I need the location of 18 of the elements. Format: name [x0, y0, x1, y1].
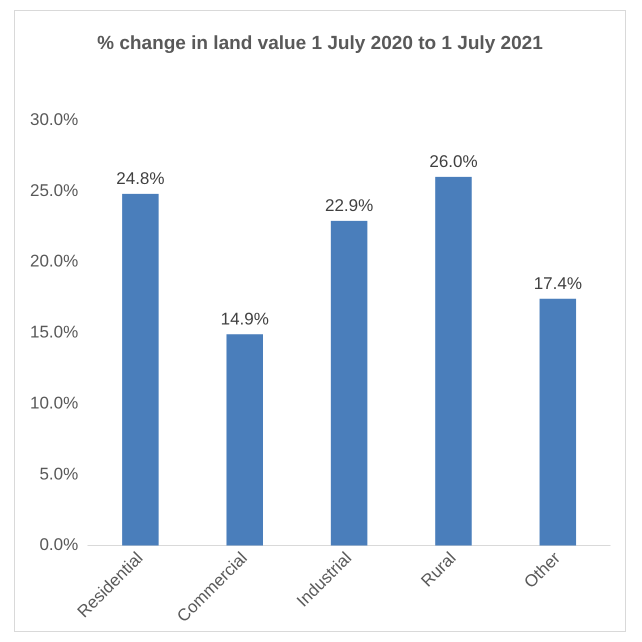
- y-tick-label: 0.0%: [39, 535, 78, 554]
- y-tick-label: 20.0%: [30, 252, 78, 271]
- bar: [330, 220, 368, 546]
- y-tick-label: 5.0%: [39, 464, 78, 484]
- bar: [226, 334, 264, 546]
- bar: [435, 176, 472, 546]
- data-label: 14.9%: [220, 309, 269, 328]
- bar: [540, 298, 576, 546]
- y-tick-label: 25.0%: [30, 180, 78, 200]
- data-label: 26.0%: [429, 152, 478, 172]
- data-label: 22.9%: [325, 196, 374, 216]
- bar: [122, 194, 159, 546]
- y-tick-label: 10.0%: [30, 393, 78, 412]
- y-tick-label: 30.0%: [30, 110, 78, 129]
- y-tick-label: 15.0%: [30, 322, 78, 342]
- data-label: 24.8%: [116, 169, 164, 188]
- chart-title: % change in land value 1 July 2020 to 1 July 2021: [96, 32, 544, 56]
- data-label: 17.4%: [534, 274, 582, 293]
